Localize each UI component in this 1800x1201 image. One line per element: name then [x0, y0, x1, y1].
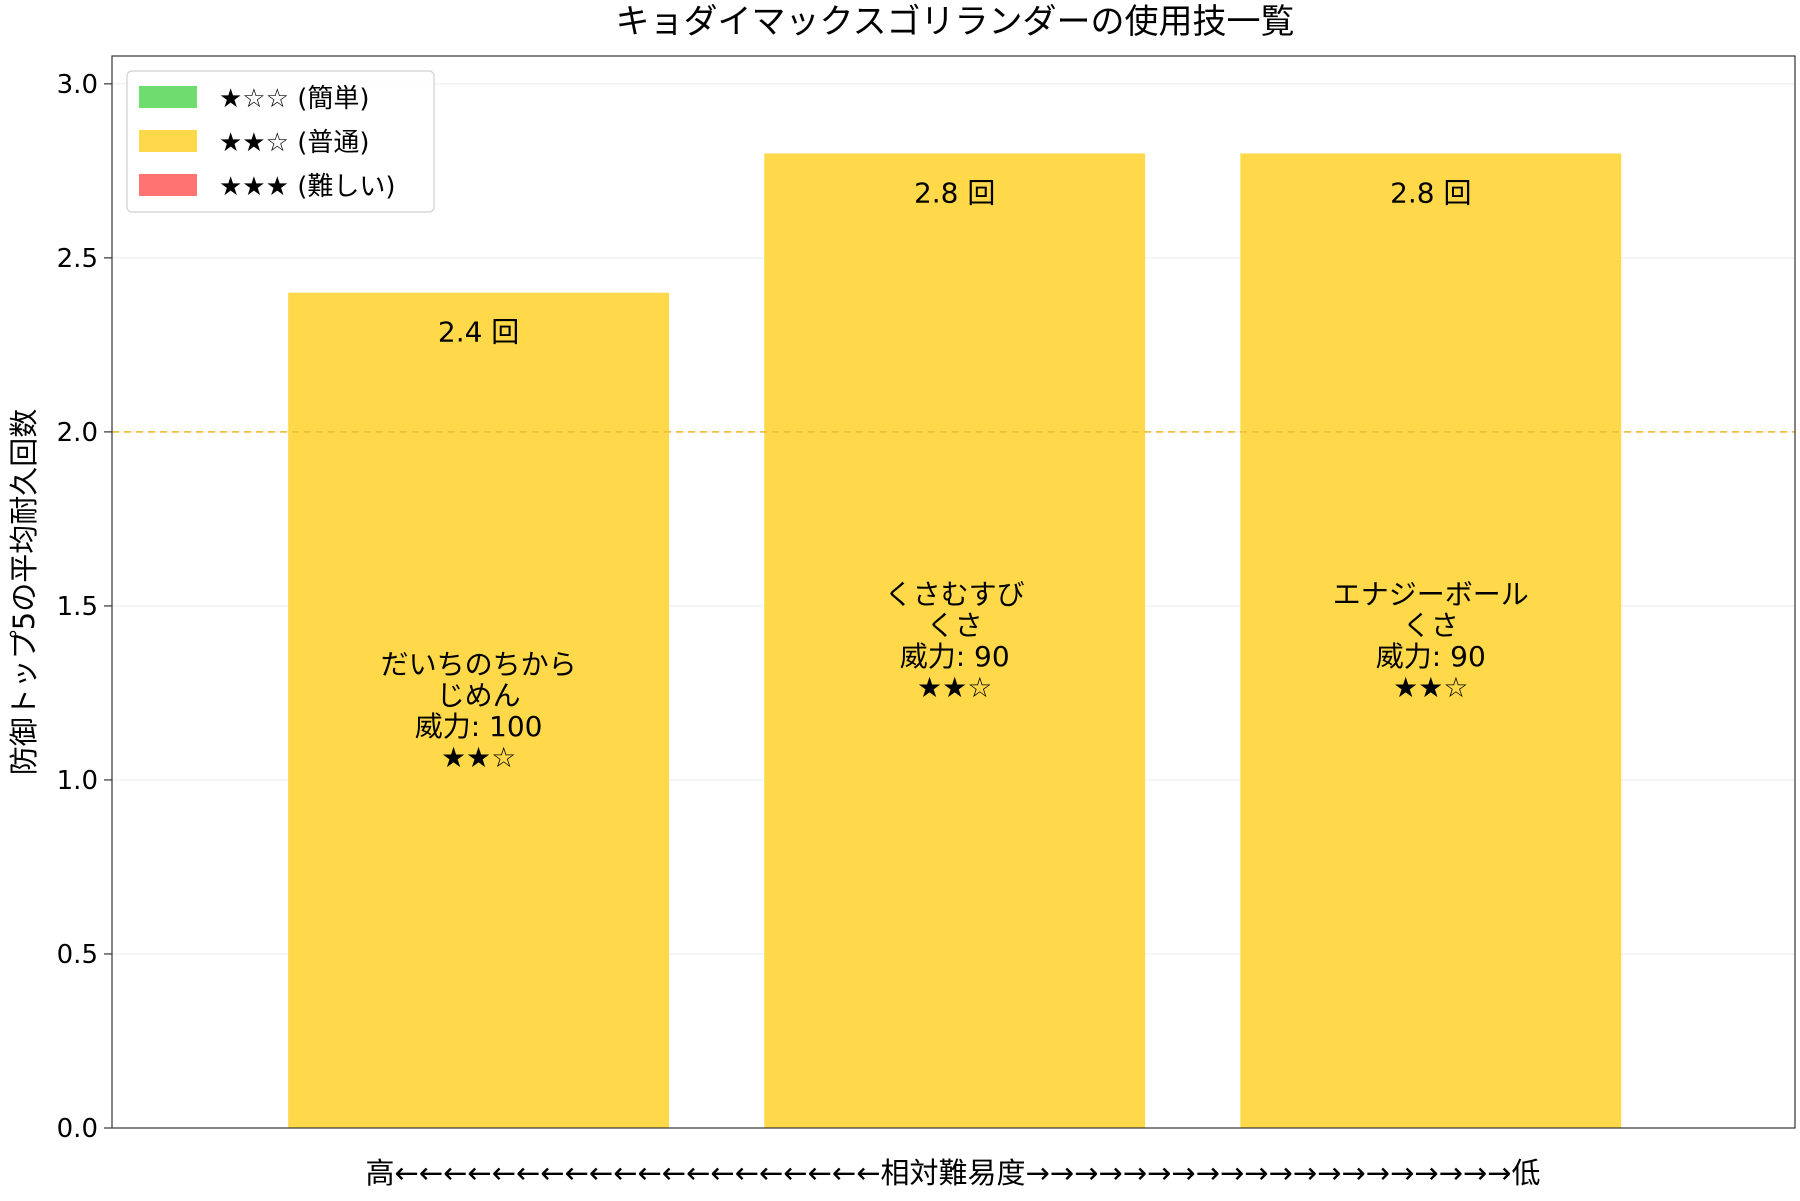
legend-box [126, 70, 435, 213]
bar-type-label: じめん [437, 679, 521, 712]
bar-2 [764, 153, 1146, 1129]
legend-entry-label: ★★★ (難しい) [219, 172, 395, 202]
bar-3 [1240, 153, 1622, 1129]
plot-frame [111, 55, 1796, 1129]
bar-power-label: 威力: 100 [415, 710, 543, 743]
bar-value-label: 2.8 回 [1390, 176, 1471, 209]
y-tick-label: 0.0 [57, 1114, 98, 1144]
y-tick-label: 1.0 [57, 766, 98, 796]
y-tick-label: 0.5 [57, 940, 98, 970]
bar-layer [288, 153, 1622, 1129]
y-axis-label: 防御トップ5の平均耐久回数 [7, 409, 41, 775]
bar-value-label: 2.4 回 [438, 316, 519, 349]
bar-stars-label: ★★☆ [1393, 671, 1468, 704]
bar-power-label: 威力: 90 [900, 640, 1010, 673]
legend-swatch [139, 174, 197, 196]
chart-title: キョダイマックスゴリランダーの使用技一覧 [616, 2, 1295, 42]
y-tick-label: 3.0 [57, 70, 98, 100]
y-tick-label: 2.5 [57, 244, 98, 274]
x-axis-label: 高←←←←←←←←←←←←←←←←←←←←相対難易度→→→→→→→→→→→→→→… [366, 1156, 1541, 1190]
y-tick-layer: 0.0 0.5 1.0 1.5 2.0 2.5 3.0 [57, 70, 112, 1144]
bar-move-label: エナジーボール [1333, 578, 1529, 611]
y-tick-label: 1.5 [57, 592, 98, 622]
bar-type-label: くさ [927, 609, 983, 642]
bar-type-label: くさ [1403, 609, 1459, 642]
bar-power-label: 威力: 90 [1376, 640, 1486, 673]
bar-move-label: だいちのちから [381, 648, 577, 681]
legend-entry-label: ★★☆ (普通) [219, 128, 369, 158]
legend: ★☆☆ (簡単) ★★☆ (普通) ★★★ (難しい) [126, 70, 435, 213]
bar-value-label: 2.8 回 [914, 176, 995, 209]
legend-swatch [139, 130, 197, 152]
bar-stars-label: ★★☆ [917, 671, 992, 704]
y-tick-label: 2.0 [57, 418, 98, 448]
bar-stars-label: ★★☆ [441, 741, 516, 774]
legend-entry-label: ★☆☆ (簡単) [219, 84, 369, 114]
legend-swatch [139, 86, 197, 108]
bar-move-label: くさむすび [885, 578, 1025, 611]
